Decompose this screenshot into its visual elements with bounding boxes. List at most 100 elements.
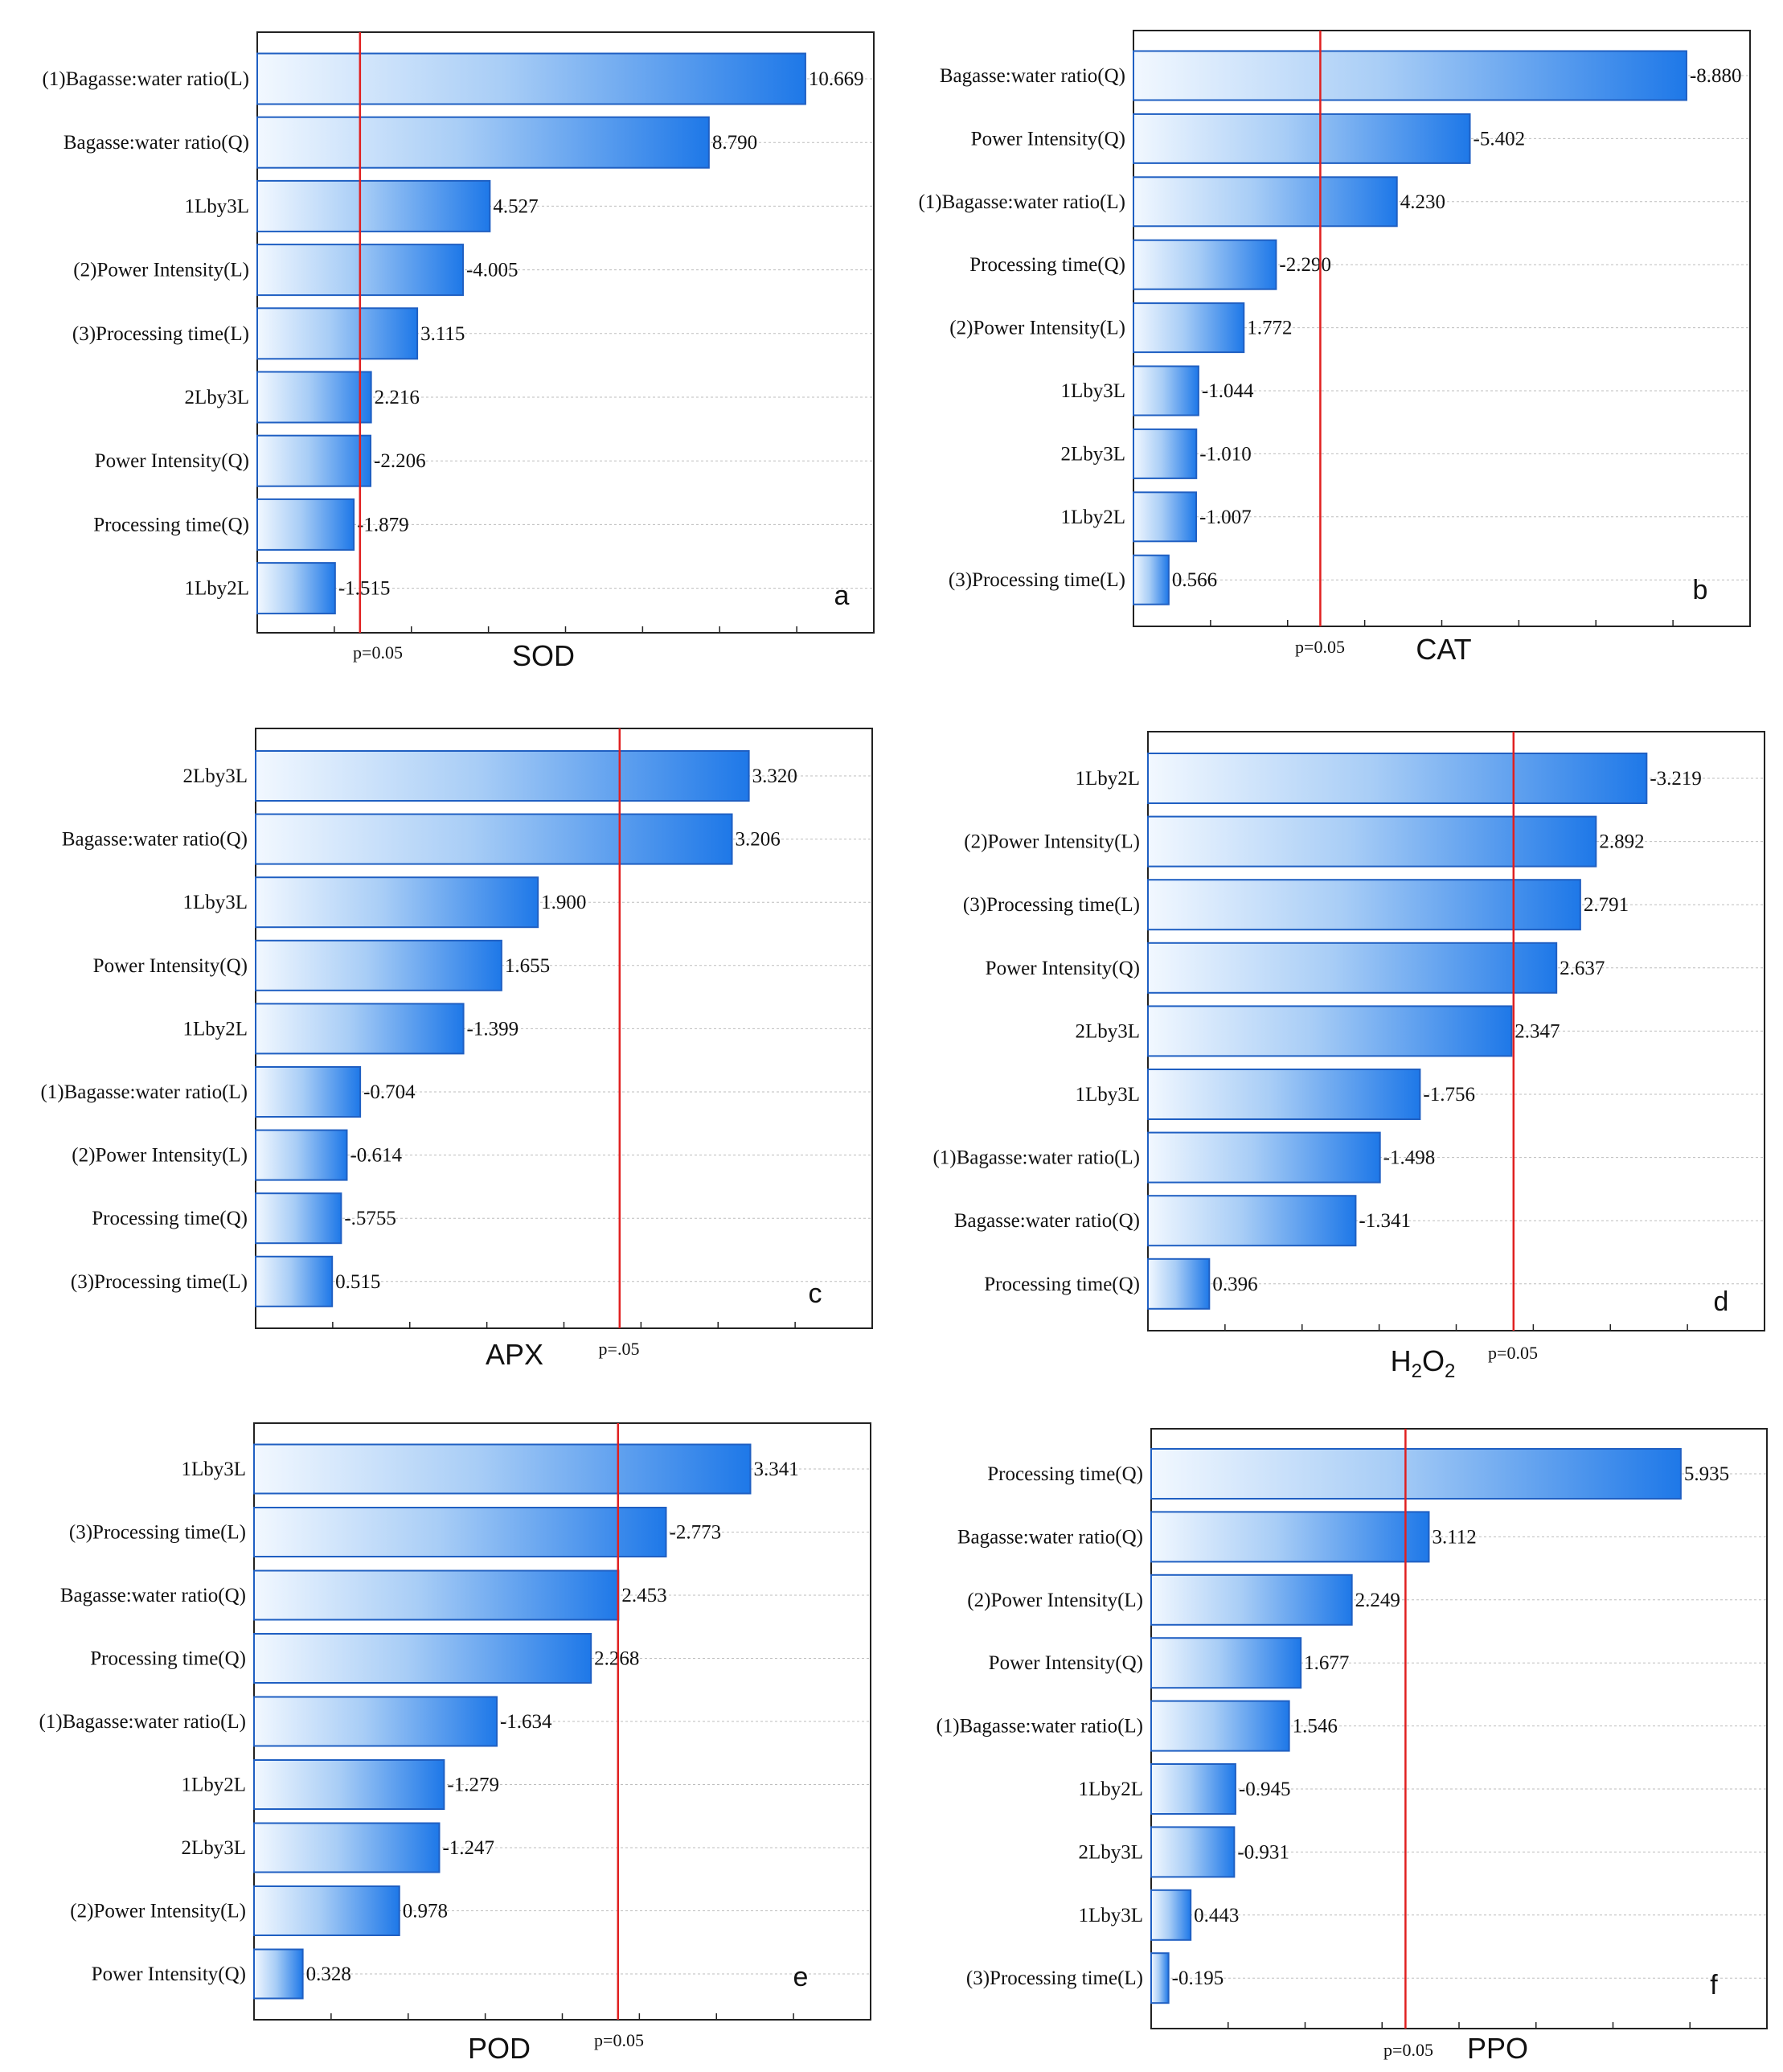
category-label: 1Lby2L (1060, 507, 1125, 528)
category-label: Bagasse:water ratio(Q) (940, 65, 1125, 87)
bar-b-5 (1133, 365, 1199, 416)
bar-e-3 (253, 1633, 592, 1684)
value-label: 4.527 (493, 195, 538, 217)
value-label: -2.773 (670, 1522, 722, 1544)
category-label: (3)Processing time(L) (69, 1522, 246, 1544)
bar-b-1 (1133, 113, 1471, 164)
bar-e-6 (253, 1822, 441, 1873)
value-label: 0.396 (1212, 1274, 1257, 1295)
category-label: Bagasse:water ratio(Q) (954, 1210, 1140, 1232)
category-label: 2Lby3L (1060, 443, 1125, 465)
category-label: 2Lby3L (184, 387, 249, 408)
panel-letter: f (1710, 1970, 1718, 2000)
category-label: Processing time(Q) (93, 514, 249, 535)
value-label: -1.515 (338, 578, 391, 600)
bar-b-7 (1133, 491, 1198, 543)
category-label: Processing time(Q) (92, 1208, 248, 1229)
bar-e-7 (253, 1885, 400, 1936)
value-label: -2.290 (1279, 254, 1331, 276)
value-label: -1.756 (1423, 1084, 1475, 1106)
category-label: (2)Power Intensity(L) (964, 831, 1140, 853)
value-label: 3.320 (752, 765, 797, 787)
value-label: 1.772 (1247, 318, 1292, 339)
p-value-label: p=0.05 (1488, 1343, 1538, 1363)
category-label: Power Intensity(Q) (986, 958, 1140, 979)
category-label: 1Lby3L (181, 1459, 246, 1480)
chart-panel-d: 1Lby2L -3.219 (2)Power Intensity(L) 2.892 (3… (932, 731, 1765, 1382)
value-label: 1.677 (1304, 1652, 1349, 1674)
p-value-label: p=.05 (599, 1339, 640, 1359)
value-label: 2.268 (594, 1648, 639, 1670)
bar-d-7 (1147, 1195, 1357, 1247)
value-label: 8.790 (712, 132, 757, 154)
category-label: 1Lby2L (182, 1018, 248, 1040)
bar-a-1 (256, 116, 710, 169)
category-label: 2Lby3L (1075, 1020, 1140, 1042)
category-label: 1Lby3L (1075, 1084, 1140, 1106)
panel-letter: a (834, 581, 850, 611)
category-label: (2)Power Intensity(L) (73, 260, 249, 281)
value-label: -1.044 (1202, 380, 1254, 402)
category-label: Power Intensity(Q) (92, 1963, 246, 1985)
value-label: -.5755 (344, 1208, 396, 1229)
category-label: (2)Power Intensity(L) (949, 318, 1125, 339)
value-label: -1.007 (1199, 507, 1252, 528)
category-label: (3)Processing time(L) (71, 1271, 248, 1293)
value-label: 4.230 (1400, 191, 1445, 213)
value-label: 0.566 (1172, 569, 1217, 591)
chart-panel-e: 1Lby3L 3.341 (3)Processing time(L) -2.773 Ba… (39, 1422, 871, 2065)
category-label: Power Intensity(Q) (971, 128, 1125, 150)
bar-a-4 (256, 307, 419, 360)
bar-f-3 (1150, 1637, 1302, 1689)
category-label: (3)Processing time(L) (72, 323, 249, 345)
category-label: Bagasse:water ratio(Q) (64, 132, 249, 154)
chart-title: H2O2 (1391, 1344, 1456, 1382)
category-label: Bagasse:water ratio(Q) (62, 829, 248, 851)
value-label: 3.115 (420, 323, 465, 345)
bar-f-1 (1150, 1511, 1430, 1563)
category-label: 2Lby3L (182, 765, 248, 787)
bar-d-5 (1147, 1069, 1421, 1120)
category-label: Bagasse:water ratio(Q) (60, 1585, 246, 1606)
panel-letter: e (793, 1962, 809, 1992)
value-label: -1.341 (1359, 1210, 1411, 1232)
value-label: -0.195 (1172, 1967, 1224, 1989)
chart-title: POD (468, 2032, 531, 2065)
bar-f-7 (1150, 1889, 1192, 1941)
category-label: 1Lby3L (182, 892, 248, 913)
bar-d-0 (1147, 753, 1648, 804)
value-label: -8.880 (1690, 65, 1742, 87)
bar-b-8 (1133, 554, 1170, 605)
panel-letter: c (809, 1278, 822, 1309)
bar-e-1 (253, 1507, 667, 1557)
value-label: 5.935 (1684, 1463, 1729, 1485)
bar-b-0 (1133, 50, 1687, 101)
value-label: 3.206 (736, 829, 781, 851)
bar-f-0 (1150, 1448, 1682, 1500)
category-label: Power Intensity(Q) (989, 1652, 1143, 1674)
bar-d-6 (1147, 1131, 1381, 1184)
value-label: 2.216 (375, 387, 420, 408)
value-label: -5.402 (1474, 128, 1526, 150)
value-label: 3.341 (753, 1459, 798, 1480)
bar-d-1 (1147, 815, 1597, 868)
category-label: (2)Power Intensity(L) (967, 1590, 1143, 1611)
category-label: (1)Bagasse:water ratio(L) (918, 191, 1125, 213)
bar-f-8 (1150, 1952, 1170, 2004)
category-label: (2)Power Intensity(L) (70, 1901, 246, 1922)
category-label: Processing time(Q) (987, 1463, 1143, 1485)
category-label: (3)Processing time(L) (966, 1967, 1143, 1989)
value-label: 0.328 (306, 1963, 351, 1985)
category-label: Processing time(Q) (90, 1648, 246, 1670)
chart-title: APX (486, 1338, 543, 1371)
bar-e-4 (253, 1696, 498, 1747)
category-label: Power Intensity(Q) (93, 955, 248, 977)
value-label: -1.498 (1383, 1147, 1436, 1169)
category-label: (1)Bagasse:water ratio(L) (42, 68, 249, 90)
value-label: 2.892 (1599, 831, 1644, 853)
category-label: 1Lby3L (1060, 380, 1125, 402)
value-label: -4.005 (466, 260, 519, 281)
category-label: 1Lby3L (1078, 1905, 1143, 1926)
value-label: -0.945 (1239, 1779, 1291, 1800)
